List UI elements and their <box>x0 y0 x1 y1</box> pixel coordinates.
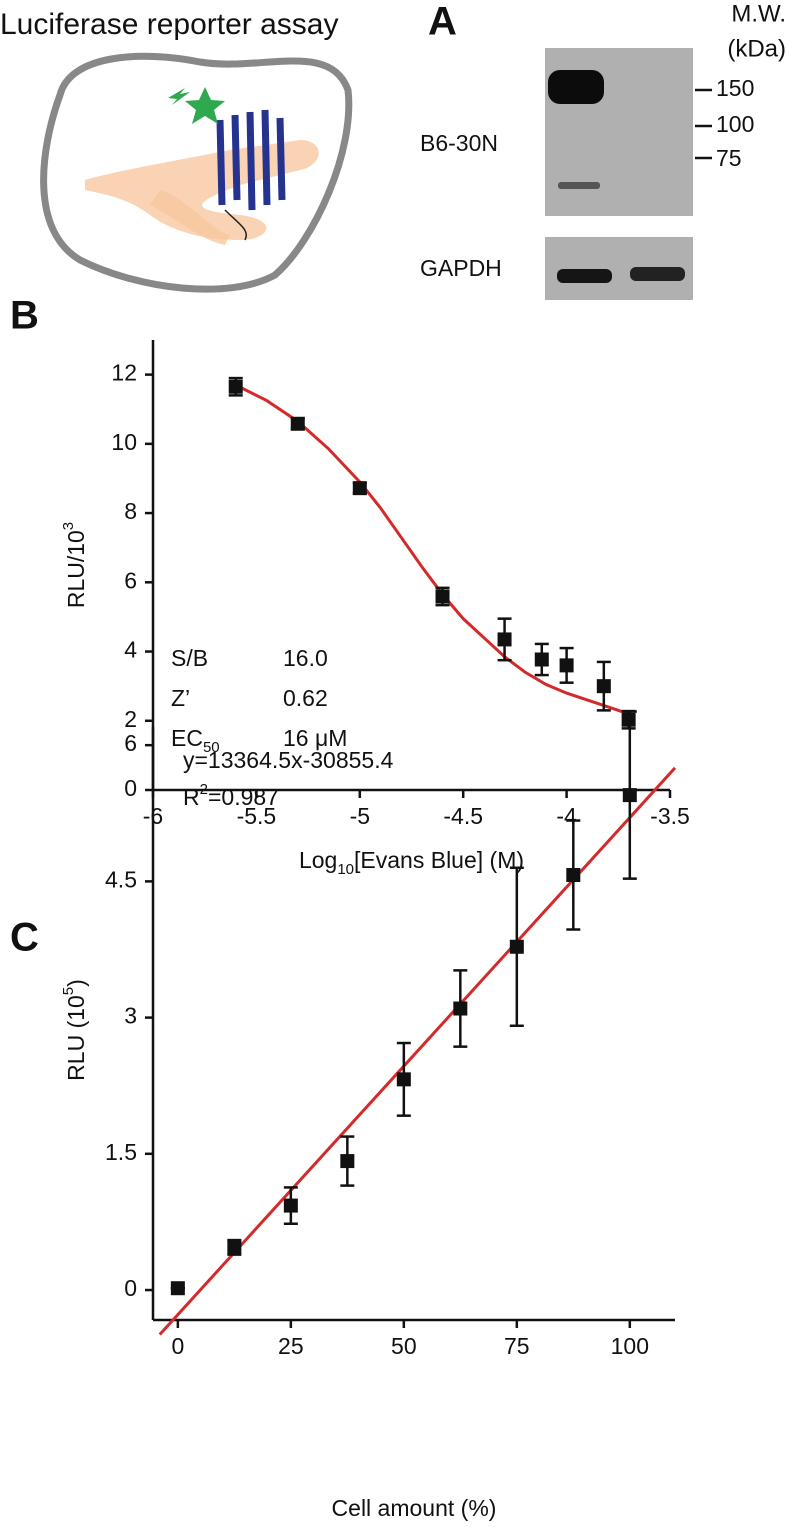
data-point <box>396 1072 411 1087</box>
y-tick-label: 6 <box>124 567 137 593</box>
x-tick-label: -5 <box>350 803 370 829</box>
y-label-part: ) <box>63 979 89 987</box>
data-point <box>435 589 450 604</box>
equation: y=13364.5x-30855.4 <box>183 747 394 773</box>
x-tick-label: -4.5 <box>443 803 483 829</box>
y-tick-label: 8 <box>124 498 137 524</box>
y-tick-label: 4.5 <box>105 866 137 892</box>
y-label-part: 5 <box>60 987 77 995</box>
data-point <box>497 632 512 647</box>
annotation-value: 16.0 <box>283 645 328 671</box>
western-blot <box>545 48 712 300</box>
annotation-name: EC50 <box>171 725 220 756</box>
y-label-part: 3 <box>60 522 77 530</box>
blot-label: B6-30N <box>420 130 498 156</box>
x-label-part: 10 <box>337 861 354 878</box>
panel-label: C <box>10 916 39 960</box>
x-axis-label: Log10[Evans Blue] (M) <box>299 847 524 878</box>
panel-a-title: Luciferase reporter assay <box>0 8 339 41</box>
x-tick-label: -5.5 <box>237 803 277 829</box>
cell-illustration <box>40 52 353 293</box>
x-label-part: Log <box>299 847 337 873</box>
x-tick-label: -4 <box>556 803 577 829</box>
data-point <box>509 939 524 954</box>
blot-label: GAPDH <box>420 255 502 281</box>
annotation-name: S/B <box>171 645 208 671</box>
data-point <box>566 868 581 883</box>
mw-header: M.W. <box>731 0 786 27</box>
data-point <box>290 416 305 431</box>
x-axis-label: Cell amount (%) <box>332 1495 497 1521</box>
x-tick-label: 75 <box>504 1333 530 1359</box>
annotation-name-part: Z’ <box>171 685 190 711</box>
y-tick-label: 1.5 <box>105 1139 137 1165</box>
y-tick-label: 2 <box>124 706 137 732</box>
y-tick-label: 4 <box>124 637 137 663</box>
panel-label: A <box>428 0 457 44</box>
mw-header: (kDa) <box>727 35 786 62</box>
data-point <box>228 379 243 394</box>
panel-label: B <box>10 294 39 338</box>
x-tick-label: 0 <box>171 1333 184 1359</box>
r-squared: R2=0.987 <box>183 781 279 810</box>
data-point <box>227 1240 242 1255</box>
data-point <box>170 1281 185 1296</box>
x-tick-label: 100 <box>611 1333 649 1359</box>
y-tick-label: 12 <box>111 360 137 386</box>
annotation-value: 0.62 <box>283 685 328 711</box>
y-label-part: RLU (10 <box>63 995 89 1081</box>
data-point <box>340 1154 355 1169</box>
mw-marker: 75 <box>716 145 742 171</box>
y-tick-label: 10 <box>111 429 137 455</box>
data-point <box>622 788 637 803</box>
x-tick-label: -3.5 <box>650 803 690 829</box>
data-point <box>596 679 611 694</box>
y-tick-label: 6 <box>124 730 137 756</box>
annotation-name-part: EC <box>171 725 203 751</box>
annotation-sub: 50 <box>203 739 220 756</box>
annotation-name-part: S/B <box>171 645 208 671</box>
data-point <box>453 1001 468 1016</box>
x-label-part: Cell amount (%) <box>332 1495 497 1521</box>
data-point <box>559 658 574 673</box>
fit-line <box>158 766 677 1336</box>
mw-marker: 150 <box>716 75 754 101</box>
r-squared-part: 2 <box>200 781 208 798</box>
data-point <box>283 1198 298 1213</box>
data-point <box>534 652 549 667</box>
y-label-part: RLU/10 <box>63 530 89 608</box>
x-label-part: [Evans Blue] (M) <box>354 847 524 873</box>
r-squared-part: R <box>183 784 200 810</box>
mw-marker: 100 <box>716 111 754 137</box>
y-tick-label: 0 <box>124 1275 137 1301</box>
y-axis-label: RLU/103 <box>60 522 89 608</box>
annotation-name: Z’ <box>171 685 190 711</box>
y-axis-label: RLU (105) <box>60 979 89 1081</box>
x-tick-label: 25 <box>278 1333 304 1359</box>
y-tick-label: 0 <box>124 775 137 801</box>
x-tick-label: 50 <box>391 1333 417 1359</box>
y-tick-label: 3 <box>124 1003 137 1029</box>
data-point <box>352 481 367 496</box>
r-squared-part: =0.987 <box>208 784 279 810</box>
annotation-value: 16 μM <box>283 725 347 751</box>
